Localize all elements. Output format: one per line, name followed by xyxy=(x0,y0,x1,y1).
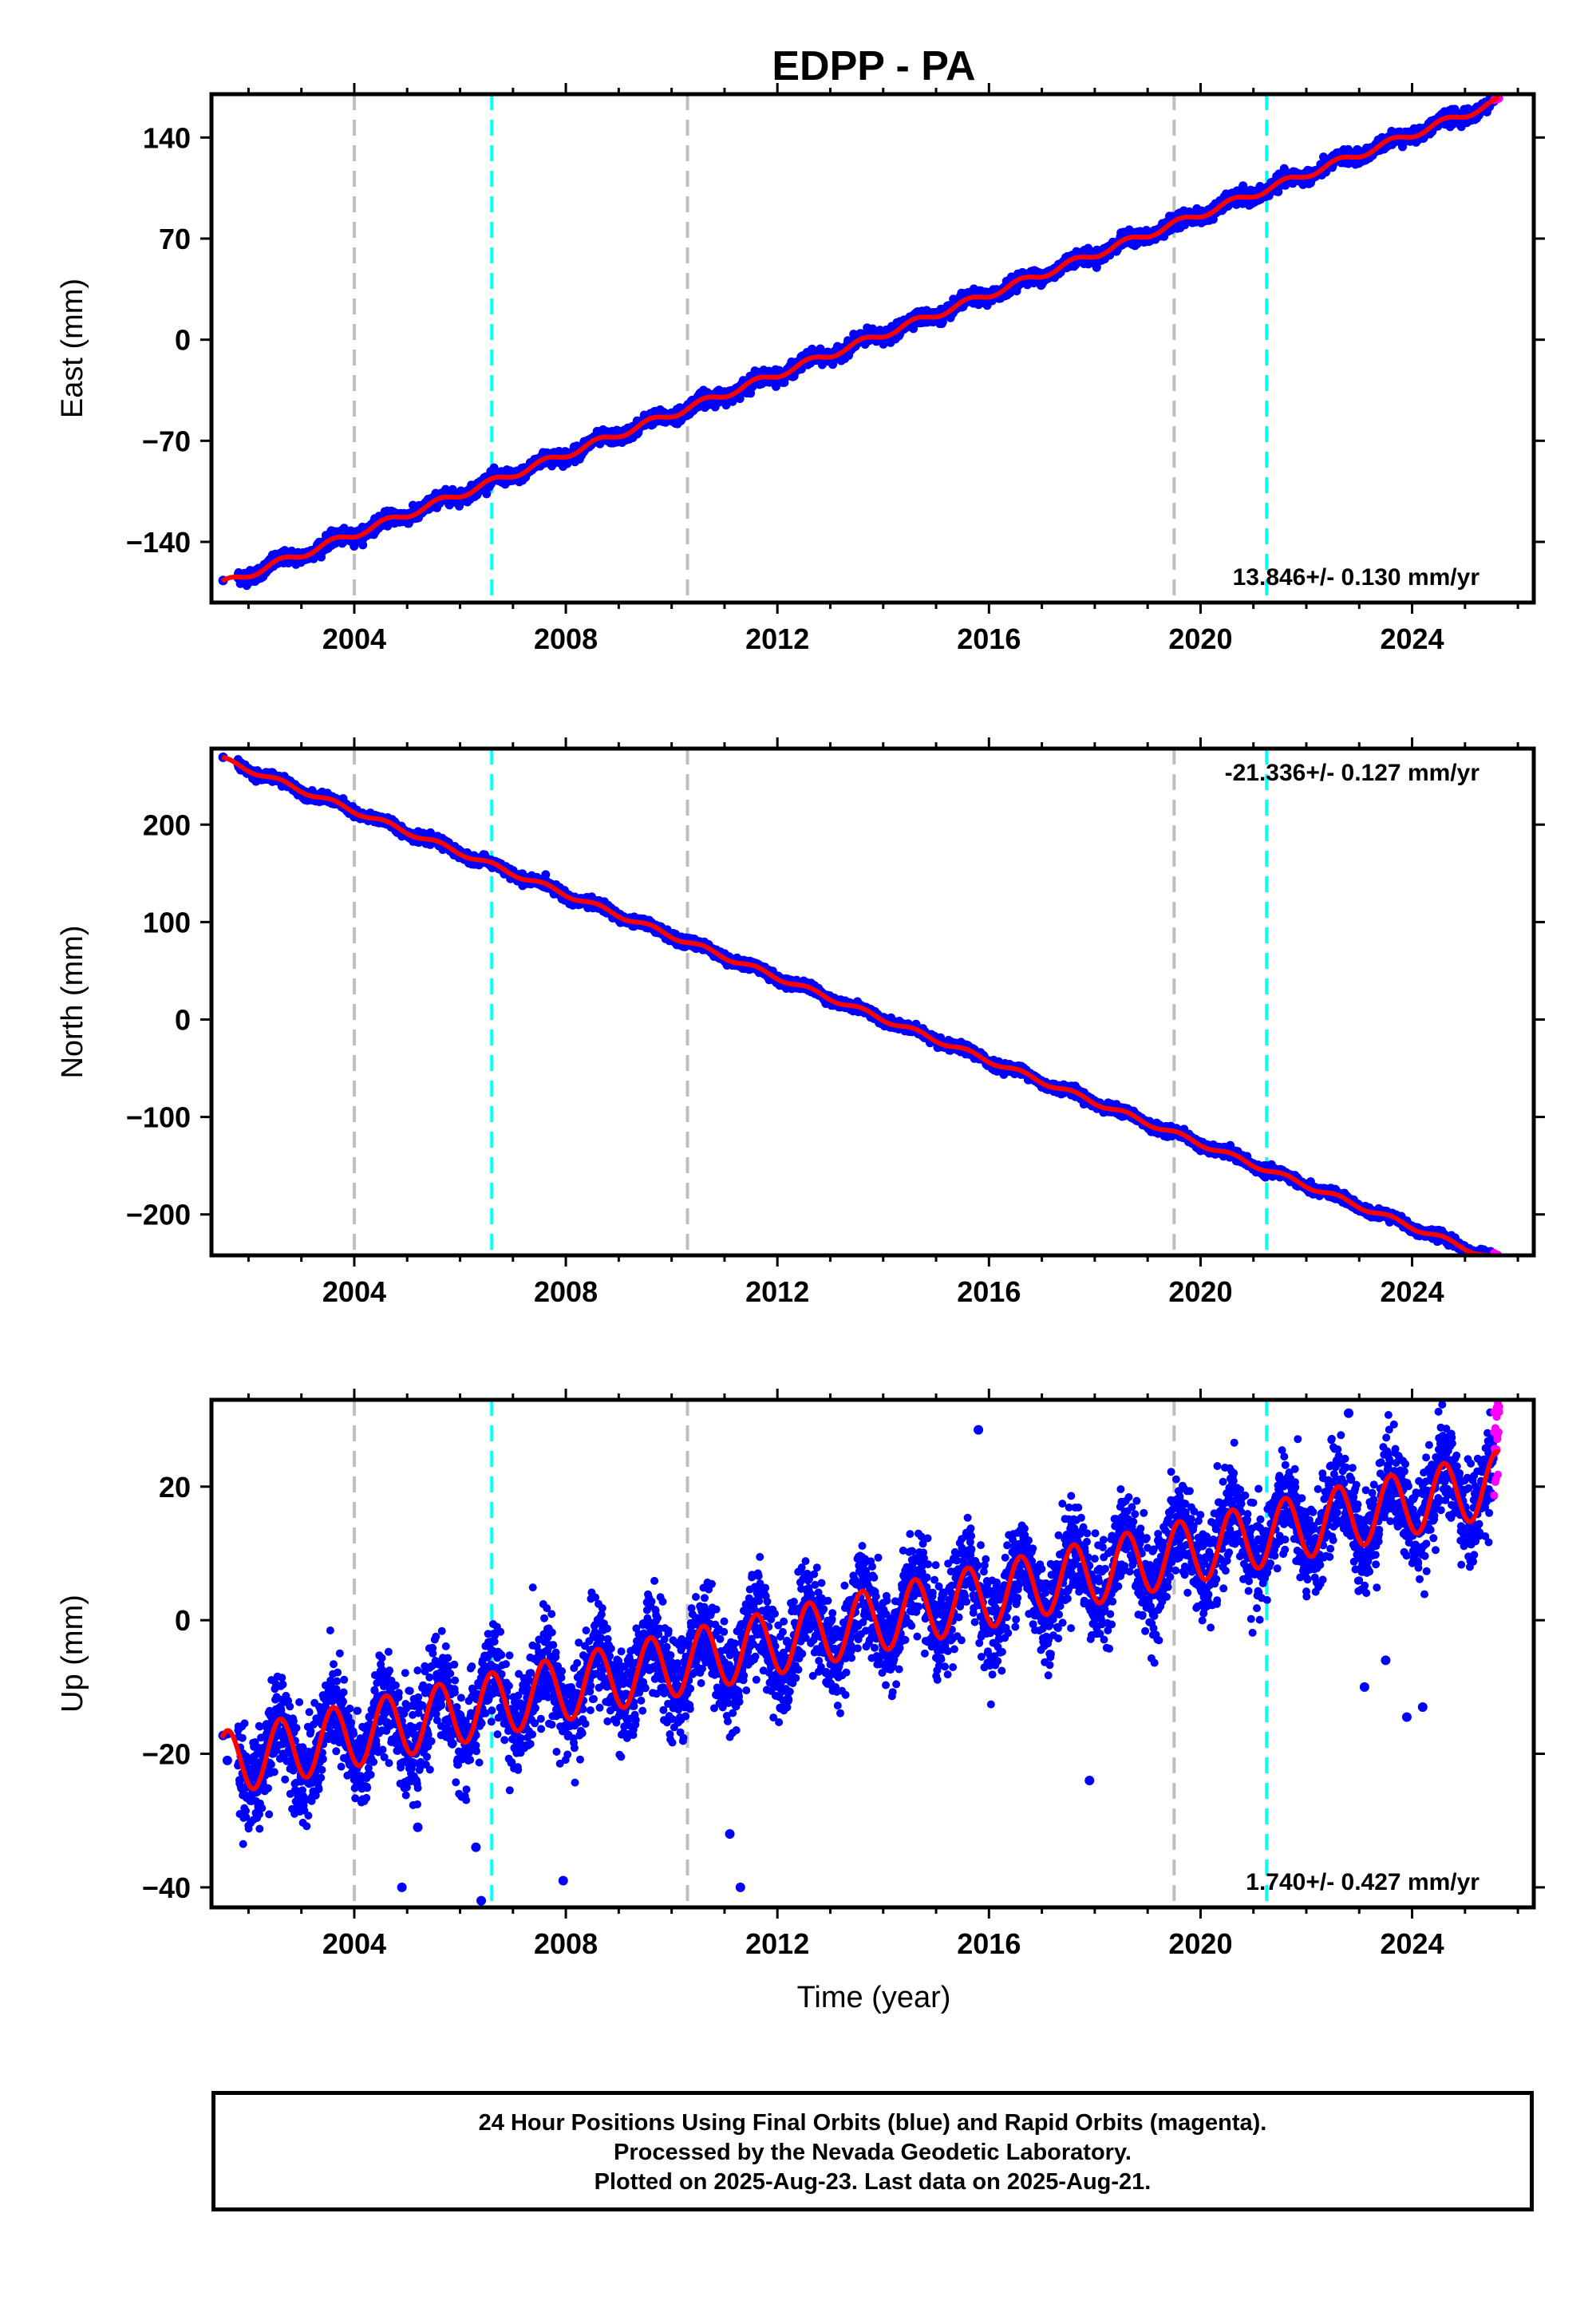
east-panel: 2004 2008 2012 2016 2020 2024140700−70−140Eas… xyxy=(56,83,1545,655)
plot-area xyxy=(218,94,1503,603)
chart-title: EDPP - PA xyxy=(772,43,975,89)
